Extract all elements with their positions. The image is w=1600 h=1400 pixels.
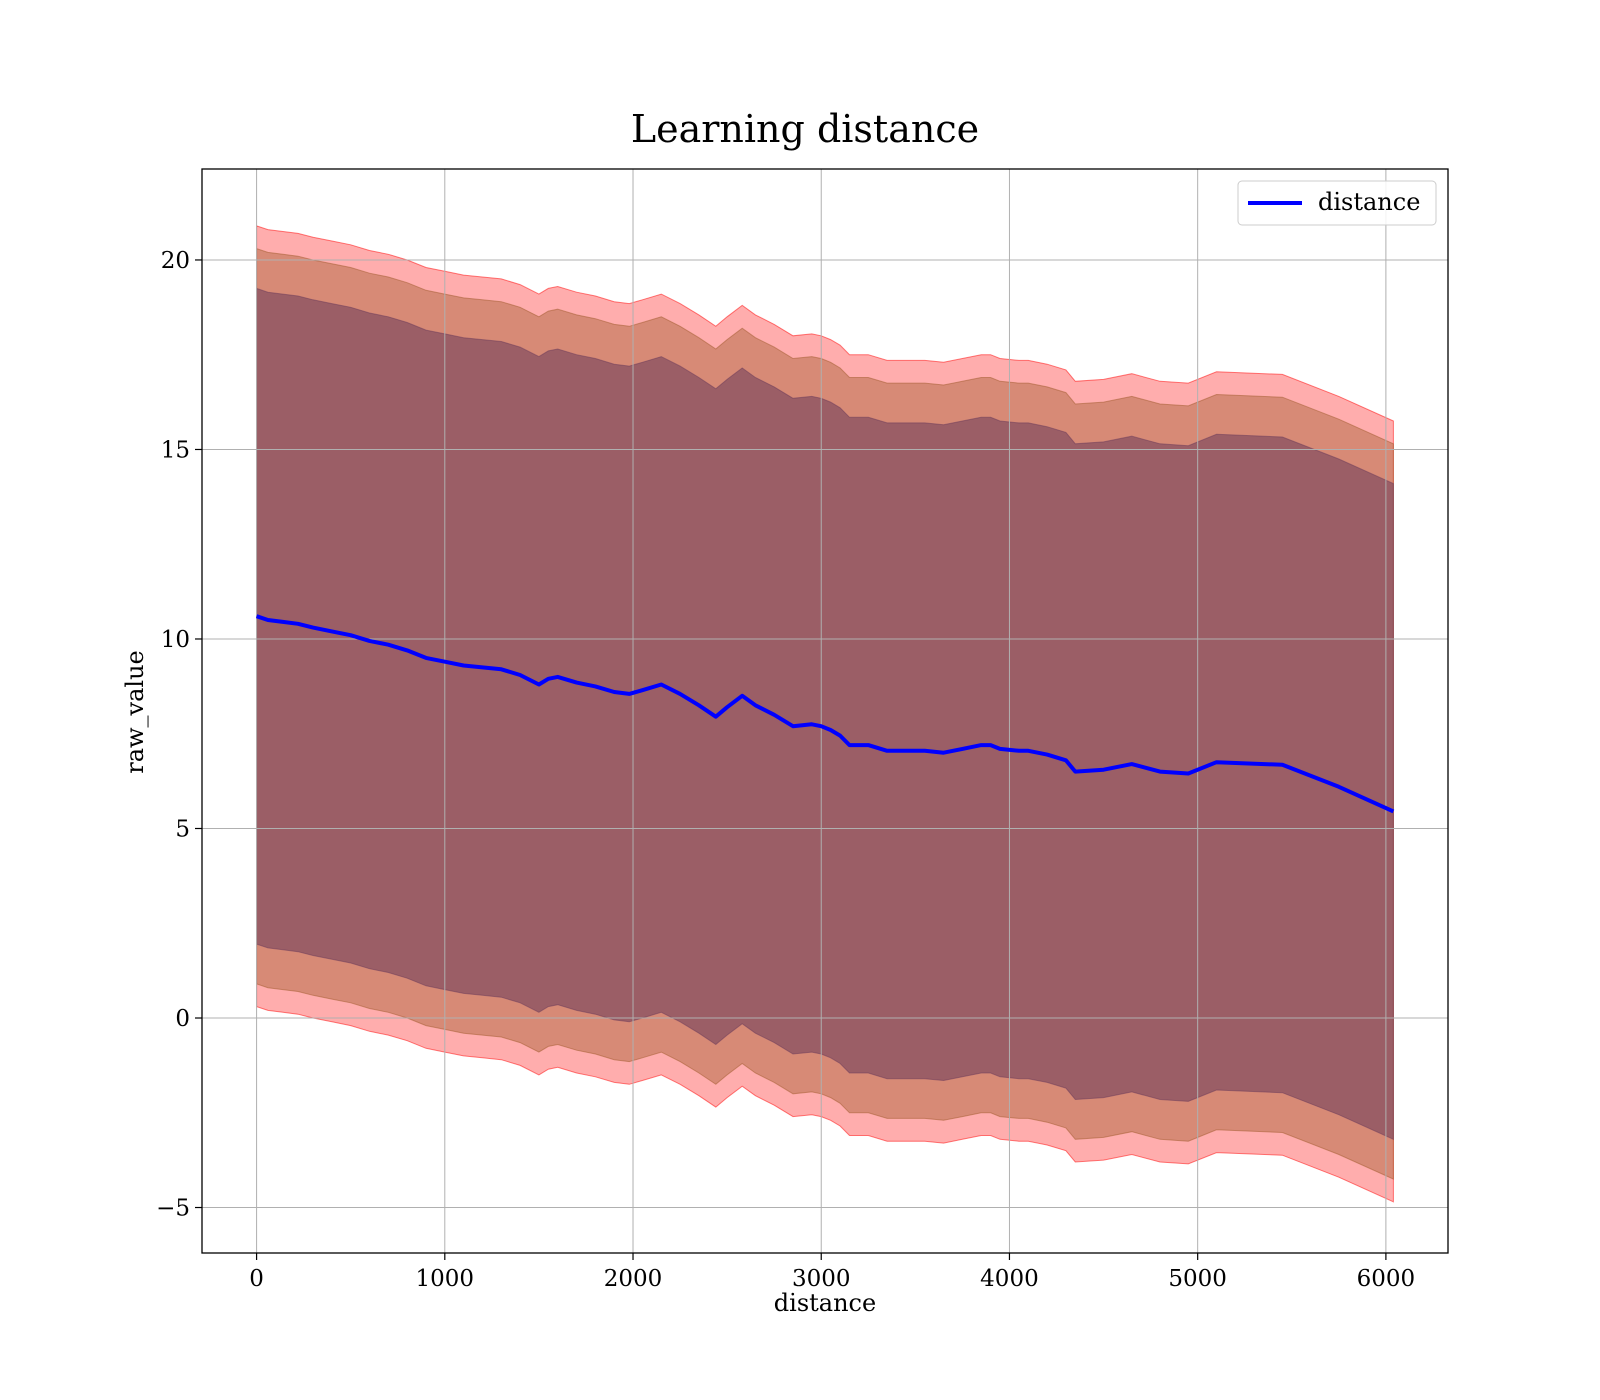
axis-ticks: 0 1000 2000 3000 4000 5000 6000 −5 0 5 10 15 20 [156,248,1415,1292]
y-tick-label: 0 [175,1006,190,1032]
series-lines [255,614,1395,814]
y-tick-label: 20 [161,248,190,274]
x-tick-label: 0 [249,1266,264,1292]
y-tick-label: 5 [175,816,190,842]
y-tick-label: −5 [156,1196,190,1222]
x-tick-label: 5000 [1168,1266,1227,1292]
chart-title: Learning distance [631,107,979,151]
x-tick-label: 1000 [416,1266,475,1292]
y-axis-label: raw_value [121,650,149,774]
legend-entry-distance: distance [1318,188,1420,216]
grid [202,169,1448,1253]
series-line-distance [255,614,1395,814]
plot-frame [201,168,1449,1254]
x-axis-label: distance [774,1289,876,1317]
legend-box [1237,180,1437,226]
y-tick-label: 15 [161,437,190,463]
x-tick-label: 2000 [604,1266,663,1292]
x-tick-label: 3000 [792,1266,851,1292]
y-tick-label: 10 [161,627,190,653]
x-tick-label: 6000 [1357,1266,1416,1292]
confidence-bands [256,225,1394,1203]
band-2 [256,287,1394,1141]
legend: distance [1237,180,1437,226]
x-tick-label: 4000 [980,1266,1039,1292]
